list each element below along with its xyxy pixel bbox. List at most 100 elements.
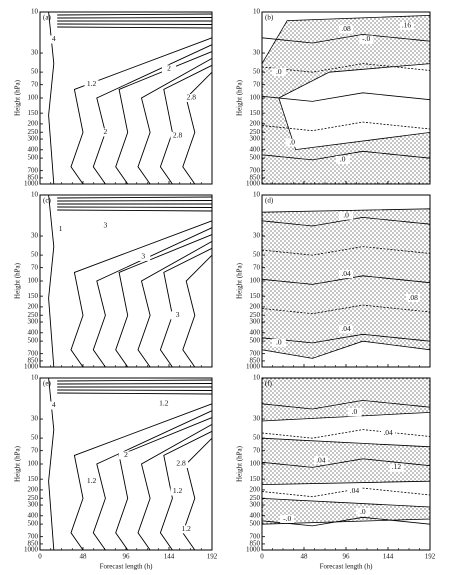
y-tick-label: 1000 [246,363,261,371]
y-tick-label: 400 [250,511,261,519]
y-tick-label: 200 [250,302,261,310]
contour-line [57,23,213,25]
y-tick-label: 30 [31,415,39,423]
contour-label: 3 [141,252,145,261]
y-tick-label: 1000 [24,546,39,554]
contour-line [159,430,213,551]
y-tick-label: 250 [28,494,39,502]
x-tick-label: 48 [80,553,88,561]
y-tick-label: 850 [250,174,261,182]
contour-label-bg [84,477,99,486]
y-tick-label: 150 [28,475,39,483]
y-tick-label: 250 [28,128,39,136]
y-tick-label: 10 [253,374,261,382]
contour-label: 1.2 [159,399,169,408]
contour-label: 2.8 [187,93,197,102]
contour-label: .08 [409,293,419,302]
x-tick-label: 0 [260,553,264,561]
y-tick-label: 1000 [24,180,39,188]
y-tick-label: 850 [28,174,39,182]
contour-line [261,275,431,285]
contour-line [182,71,213,185]
y-tick-label: 50 [31,68,39,76]
y-tick-label: 30 [253,415,261,423]
contour-label: .0 [360,507,366,516]
y-axis-label: Height (hPa) [14,262,22,299]
x-tick-label: 0 [38,553,42,561]
contour-line [57,209,213,212]
y-tick-label: 850 [28,357,39,365]
y-tick-label: 70 [253,446,261,454]
y-tick-label: 50 [253,434,261,442]
contour-line [137,58,213,185]
panel: 4 1.2 2 2.8 1.2 1.2 1.2 (e) 10 30 50 70 100 150 200250… [14,374,218,571]
contour-label: 4 [52,400,56,409]
contour-label: 1.2 [87,79,97,88]
y-tick-label: 700 [250,532,261,540]
y-tick-label: 250 [250,311,261,319]
y-tick-label: 150 [250,475,261,483]
x-tick-label: 144 [383,553,394,561]
contour-label: .12 [392,462,402,471]
contour-label-bg [46,401,61,410]
y-tick-label: 100 [28,277,39,285]
y-tick-label: 50 [31,251,39,259]
y-tick-label: 10 [31,191,39,199]
contour-line [261,63,431,73]
contour-line [57,26,213,29]
contour-label-bg [355,508,370,517]
contour-label-bg [179,525,194,534]
y-tick-label: 400 [28,511,39,519]
y-tick-label: 400 [250,328,261,336]
contour-label-bg [170,487,185,496]
y-tick-label: 70 [253,263,261,271]
y-tick-label: 850 [250,540,261,548]
contour-label-bg [46,35,61,44]
contour-label-bg [399,21,414,30]
contour-line [57,17,213,19]
y-tick-label: 250 [250,128,261,136]
contour-label: .0 [276,67,282,76]
y-tick-label: 100 [250,94,261,102]
contour-line [92,227,213,368]
y-tick-label: 500 [250,337,261,345]
contour-line [261,216,431,227]
contour-line [57,200,213,202]
y-tick-label: 500 [250,154,261,162]
y-tick-label: 70 [31,80,39,88]
contour-line [261,458,431,468]
contour-line [261,246,431,256]
contour-label-bg [162,64,176,73]
y-tick-label: 150 [28,292,39,300]
y-tick-label: 200 [250,119,261,127]
panel-label: (a) [43,14,51,22]
y-tick-label: 150 [250,109,261,117]
y-tick-label: 300 [250,318,261,326]
y-tick-label: 10 [31,8,39,16]
x-tick-label: 96 [123,553,131,561]
panel-label: (d) [265,197,274,205]
y-tick-label: 70 [31,263,39,271]
contour-line [57,392,213,395]
y-tick-label: 30 [253,49,261,57]
contour-label: 2.8 [176,459,186,468]
contour-label-bg [156,399,171,408]
y-tick-label: 50 [253,68,261,76]
contour-label: 2 [124,450,128,459]
y-tick-label: 100 [28,460,39,468]
y-tick-label: 300 [28,318,39,326]
y-tick-label: 1000 [24,363,39,371]
contour-label: 2.8 [173,131,183,140]
y-tick-label: 250 [250,494,261,502]
contour-line [261,92,431,102]
y-tick-label: 10 [253,191,261,199]
y-axis-label: Height (hPa) [14,79,22,116]
y-tick-label: 300 [28,501,39,509]
contour-line [70,403,213,551]
x-axis-label: Forecast length (h) [320,563,374,571]
contour-line [261,487,431,498]
contour-label: 2 [167,63,171,72]
contour-label: .16 [402,20,412,29]
